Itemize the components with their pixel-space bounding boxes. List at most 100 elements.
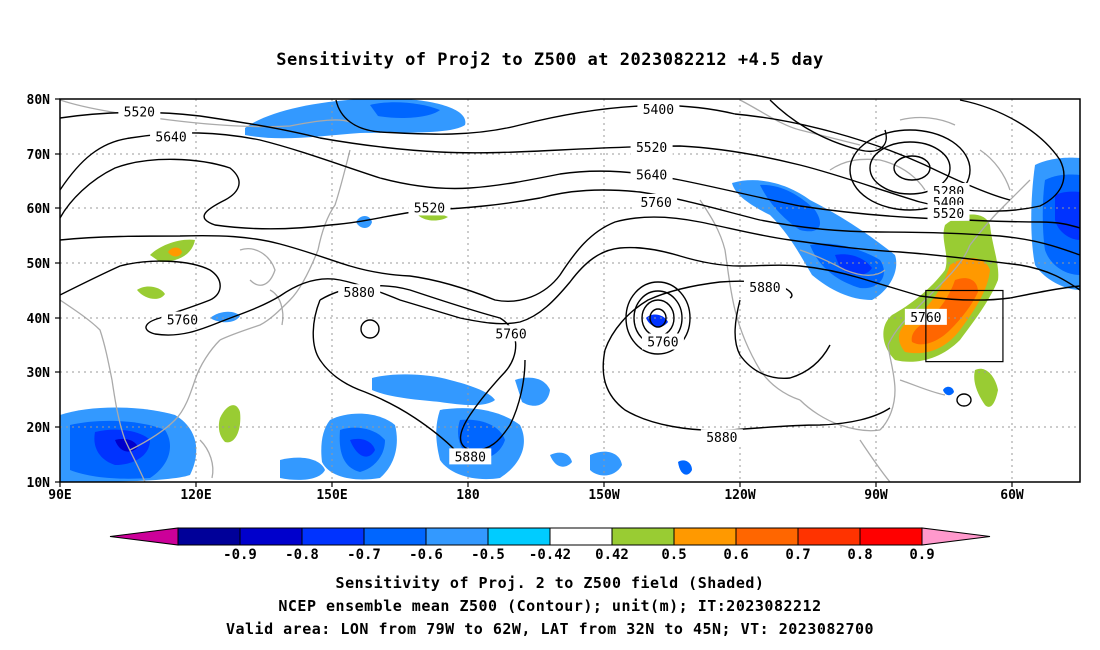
caption-valid-area: Valid area: LON from 79W to 62W, LAT fro… xyxy=(225,620,875,638)
colorbar-segment xyxy=(301,527,365,546)
colorbar-label: 0.8 xyxy=(847,547,872,563)
contour-5520 xyxy=(60,99,1065,213)
lat-label: 10N xyxy=(27,476,51,491)
map-title: Sensitivity of Proj2 to Z500 at 20230822… xyxy=(276,50,824,70)
lon-label: 120E xyxy=(180,488,211,503)
contour-label: 5760 xyxy=(647,335,678,350)
contour-label: 5520 xyxy=(636,141,667,156)
lat-label: 20N xyxy=(27,421,51,436)
lat-label: 70N xyxy=(27,148,51,163)
contour-label-bg xyxy=(150,128,193,145)
contour-label: 5880 xyxy=(706,431,737,446)
axis-ticks xyxy=(55,98,1013,487)
colorbar-segment xyxy=(425,527,489,546)
colorbar-segment xyxy=(859,527,923,546)
lat-label: 80N xyxy=(27,93,51,108)
contour-label-bg xyxy=(161,311,204,328)
lat-label: 30N xyxy=(27,366,51,381)
contour-label: 5520 xyxy=(124,106,155,121)
contour-label: 5760 xyxy=(495,327,526,342)
colorbar-label: -0.6 xyxy=(409,547,443,563)
shade-negative xyxy=(550,452,572,467)
contour-label-bg xyxy=(927,204,970,221)
contour-label: 5400 xyxy=(643,103,674,118)
colorbar-label: -0.5 xyxy=(471,547,505,563)
high-ring xyxy=(360,319,380,339)
shade-positive xyxy=(218,405,241,443)
cutoff-low-ring-4 xyxy=(649,308,667,328)
shade-negative xyxy=(943,386,954,396)
contour-label-bg xyxy=(490,325,533,342)
contour-label: 5760 xyxy=(167,314,198,329)
colorbar-label: -0.7 xyxy=(347,547,381,563)
contour-5760 xyxy=(60,158,1080,256)
contour-label: 5640 xyxy=(155,130,186,145)
colorbar-segment xyxy=(735,527,799,546)
lon-labels: 90E 120E 150E 180 150W 120W 90W 60W xyxy=(48,488,1024,503)
lon-label: 90W xyxy=(864,488,888,503)
small-ring xyxy=(956,393,972,407)
shade-positive xyxy=(168,247,182,257)
contour-5880-e xyxy=(604,280,793,351)
contour-label-bg xyxy=(700,429,743,446)
colorbar-label: 0.6 xyxy=(723,547,748,563)
contour-label-bg xyxy=(630,139,673,156)
shade-positive xyxy=(137,286,165,299)
lon-label: 120W xyxy=(724,488,755,503)
contour-label: 5880 xyxy=(455,450,486,465)
contour-5880-a xyxy=(60,246,1080,336)
colorbar-label: -0.9 xyxy=(223,547,257,563)
contour-label-bg xyxy=(449,448,492,465)
contour-label: 5640 xyxy=(636,169,667,184)
shade-negative xyxy=(590,451,622,476)
caption-shaded: Sensitivity of Proj. 2 to Z500 field (Sh… xyxy=(335,574,765,592)
colorbar-label: 0.5 xyxy=(661,547,686,563)
shade-negative xyxy=(350,438,375,457)
plot-frame xyxy=(59,98,1081,483)
colorbar-segment xyxy=(177,527,241,546)
contour-label: 5880 xyxy=(749,281,780,296)
polar-low-ring-2 xyxy=(869,141,951,195)
colorbar-triangle-low xyxy=(109,527,179,546)
contour-5640 xyxy=(469,170,1080,229)
contour-label-bg xyxy=(118,103,161,120)
cutoff-low-ring-1 xyxy=(625,281,691,355)
polar-low-ring-3 xyxy=(893,155,931,181)
shaded-sensitivity xyxy=(60,99,1080,482)
contour-label-bg xyxy=(635,193,678,210)
lon-label: 150W xyxy=(588,488,619,503)
colorbar-label: 0.42 xyxy=(595,547,629,563)
shade-negative xyxy=(515,377,550,406)
polar-low-ring-1 xyxy=(849,129,971,211)
contour-5880-f xyxy=(734,299,831,379)
shade-negative xyxy=(1055,191,1080,240)
lat-label: 50N xyxy=(27,257,51,272)
colorbar-label: -0.8 xyxy=(285,547,319,563)
colorbar: -0.9 -0.8 -0.7 -0.6 -0.5 -0.42 0.42 0.5 0.6 0.7 0.… xyxy=(109,527,991,563)
lon-label: 150E xyxy=(316,488,347,503)
colorbar-label: -0.42 xyxy=(529,547,571,563)
contour-5880-b xyxy=(319,285,526,451)
contour-label: 5880 xyxy=(344,286,375,301)
shade-negative xyxy=(760,184,820,232)
colorbar-segment xyxy=(797,527,861,546)
colorbar-segment xyxy=(487,527,551,546)
contour-label-bg xyxy=(637,100,680,117)
lat-label: 60N xyxy=(27,202,51,217)
contour-label-bg xyxy=(408,199,451,216)
contour-label-bg xyxy=(641,333,684,350)
colorbar-segment xyxy=(239,527,303,546)
shade-negative xyxy=(245,99,466,139)
contour-label-layer: 5520564054005520564057605520528054005520… xyxy=(118,100,970,465)
contour-5400 xyxy=(734,113,1011,201)
colorbar-label: 0.7 xyxy=(785,547,810,563)
coastlines xyxy=(60,99,1031,482)
shade-negative xyxy=(210,311,240,323)
lat-labels: 80N 70N 60N 50N 40N 30N 20N 10N xyxy=(27,93,51,491)
shade-positive xyxy=(974,368,998,407)
caption-contour: NCEP ensemble mean Z500 (Contour); unit(… xyxy=(278,597,822,615)
valid-area-box xyxy=(925,289,1004,363)
contour-5760-b xyxy=(60,216,1080,302)
colorbar-segment xyxy=(673,527,737,546)
